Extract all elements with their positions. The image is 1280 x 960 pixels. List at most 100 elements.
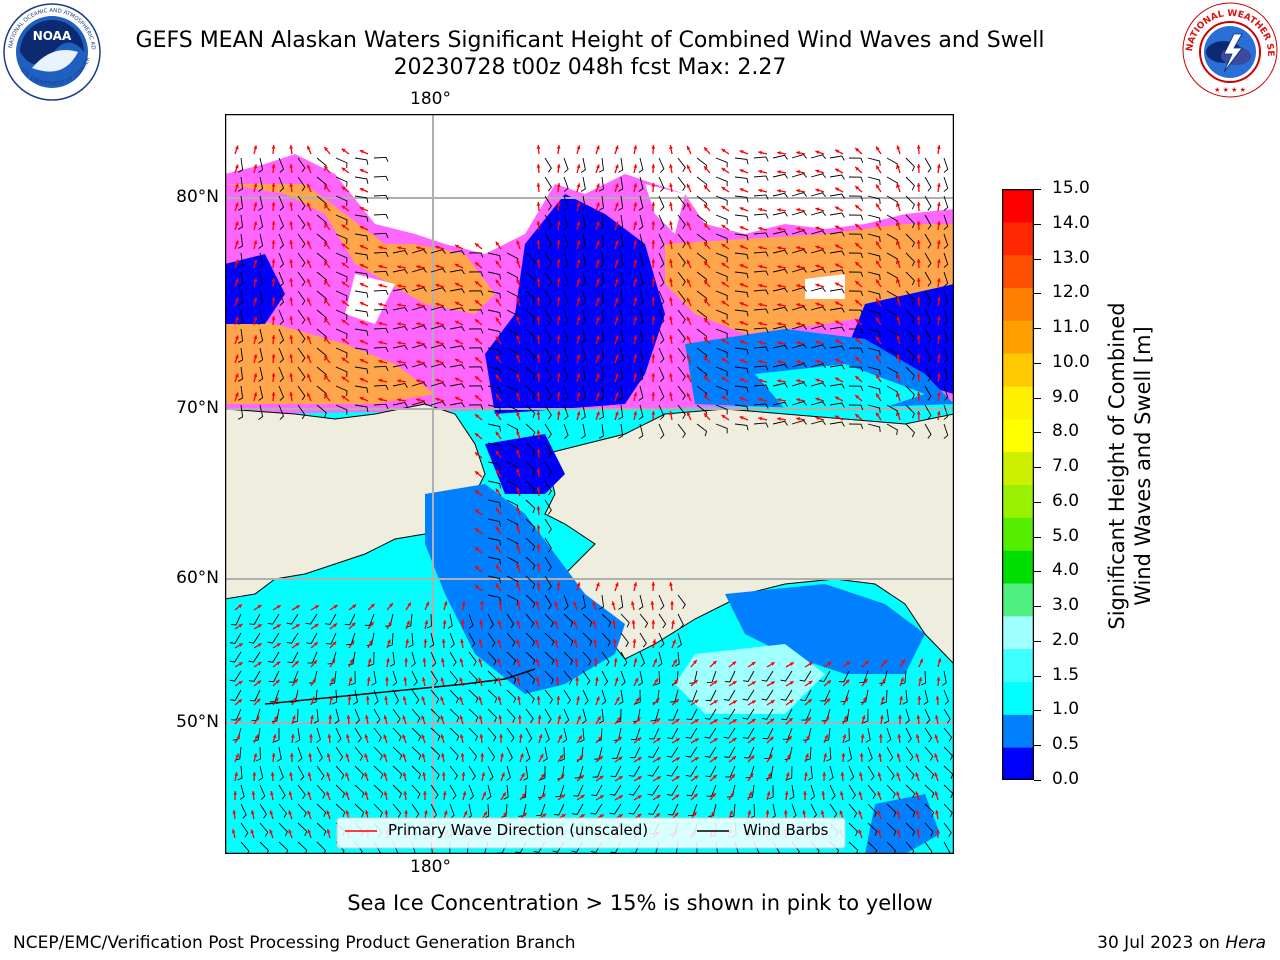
wind-barb <box>249 689 261 702</box>
wave-arrowhead <box>271 202 276 206</box>
wave-arrowhead <box>421 715 425 720</box>
wave-arrowhead <box>855 262 860 266</box>
wave-arrowhead <box>796 284 801 288</box>
wind-barb <box>920 670 927 686</box>
colorbar-segment <box>1002 418 1034 453</box>
wind-barb <box>905 765 915 780</box>
wave-arrowhead <box>556 354 561 358</box>
wind-barb <box>278 328 285 344</box>
wind-barb <box>705 765 717 778</box>
wind-barb <box>829 326 845 332</box>
wave-arrowhead <box>341 148 346 153</box>
wave-arrowhead <box>517 696 521 700</box>
wave-arrowhead <box>686 392 691 397</box>
wave-arrowhead <box>840 772 845 776</box>
wave-arrowhead <box>495 374 500 379</box>
legend-wind-label: Wind Barbs <box>743 821 829 839</box>
wind-barb <box>829 383 845 389</box>
wave-arrowhead <box>616 716 621 721</box>
wave-arrowhead <box>732 681 737 685</box>
wind-barb <box>805 746 812 761</box>
wind-barb <box>628 765 641 777</box>
wave-arrowhead <box>843 715 848 720</box>
wind-barb <box>278 214 285 230</box>
wind-barb <box>791 306 807 311</box>
wave-arrowhead <box>896 278 901 283</box>
wave-arrowhead <box>307 183 311 188</box>
wave-arrowhead <box>324 241 329 246</box>
wind-barb <box>297 784 306 800</box>
wave-arrowhead <box>309 734 313 738</box>
wind-barb <box>905 404 915 419</box>
wave-arrowhead <box>576 164 581 169</box>
wind-barb <box>905 233 915 248</box>
wave-arrowhead <box>332 641 337 646</box>
wind-barb <box>580 157 586 173</box>
wind-barb <box>848 822 858 837</box>
wave-arrowhead <box>686 145 691 150</box>
wind-barb <box>743 746 755 759</box>
colorbar-segment <box>1002 747 1034 780</box>
wave-arrowhead <box>388 621 392 626</box>
wind-barb <box>373 156 389 163</box>
wind-barb <box>598 328 604 344</box>
wind-barb <box>677 404 686 420</box>
wind-barb <box>705 689 717 702</box>
wave-arrowhead <box>758 321 763 326</box>
wave-arrowhead <box>704 166 708 171</box>
wave-arrowhead <box>416 322 420 326</box>
wind-barb <box>791 363 807 368</box>
wave-arrowhead <box>845 679 850 684</box>
wind-barb <box>924 841 933 854</box>
wind-barb <box>487 366 501 375</box>
wind-barb <box>886 423 898 435</box>
wave-arrowhead <box>835 282 840 287</box>
wave-arrowhead <box>454 377 459 382</box>
wave-arrowhead <box>307 316 311 321</box>
wave-arrowhead <box>786 754 791 759</box>
wave-arrowhead <box>516 639 520 644</box>
wave-arrowhead <box>758 188 763 193</box>
wind-barb <box>411 746 422 760</box>
wind-barb <box>829 212 845 218</box>
wave-arrowhead <box>777 417 781 421</box>
wind-barb <box>742 689 755 701</box>
wave-arrowhead <box>307 373 311 378</box>
wind-barb <box>316 404 327 418</box>
wave-arrowhead <box>576 354 581 359</box>
wave-arrowhead <box>796 322 801 326</box>
wave-arrowhead <box>341 205 346 210</box>
wave-arrowhead <box>537 715 542 719</box>
wind-barb <box>563 176 569 192</box>
wave-arrowhead <box>611 601 616 606</box>
wave-arrowhead <box>770 700 775 704</box>
wind-barb <box>563 252 569 268</box>
wind-barb <box>639 613 649 628</box>
wind-barb <box>297 157 306 173</box>
wave-arrowhead <box>516 487 520 492</box>
wave-arrowhead <box>860 734 865 738</box>
wave-arrowhead <box>896 145 901 150</box>
wave-arrowhead <box>618 814 623 818</box>
svg-text:NOAA: NOAA <box>33 29 72 43</box>
wave-arrowhead <box>596 240 600 245</box>
colorbar-tick-mark <box>1034 432 1041 434</box>
wind-barb <box>810 363 826 369</box>
wave-arrowhead <box>556 164 561 168</box>
wind-barb <box>258 157 264 173</box>
wave-arrowhead <box>815 264 820 269</box>
wave-arrowhead <box>896 392 901 397</box>
wave-arrowhead <box>777 151 781 155</box>
wave-arrowhead <box>835 415 840 420</box>
wind-barb <box>449 288 465 294</box>
wave-arrowhead <box>704 375 708 380</box>
wind-barb <box>486 784 492 800</box>
wave-arrowhead <box>440 677 445 682</box>
wind-barb <box>867 157 881 167</box>
wind-barb <box>563 214 569 230</box>
wind-barb <box>829 784 836 800</box>
wind-barb <box>525 290 536 305</box>
wave-arrowhead <box>435 302 440 307</box>
wind-barb <box>725 765 736 778</box>
wave-arrowhead <box>289 772 293 776</box>
